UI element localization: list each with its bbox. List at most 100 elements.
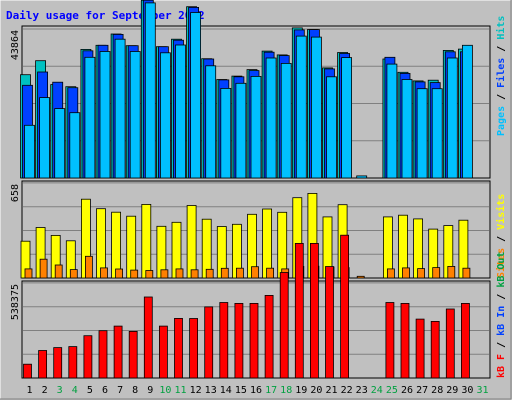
bar-kbytes-day-6 bbox=[98, 330, 108, 379]
bar-kbytes-day-18 bbox=[279, 272, 289, 379]
legend-kbf: kB F bbox=[496, 354, 507, 378]
legend-files: Files bbox=[495, 58, 507, 88]
x-tick-label-17: 17 bbox=[265, 385, 277, 396]
panel-kbytes bbox=[21, 234, 491, 379]
bar-pages-day-21 bbox=[326, 76, 337, 179]
bar-kbytes-day-10 bbox=[158, 325, 168, 379]
bar-visits-day-18 bbox=[277, 211, 288, 279]
bar-visits-day-9 bbox=[141, 203, 152, 279]
x-tick-label-6: 6 bbox=[102, 385, 108, 396]
bar-pages-day-19 bbox=[295, 35, 307, 179]
bar-pages-day-1 bbox=[24, 124, 35, 179]
legend-hits: Hits bbox=[495, 16, 507, 40]
bar-sites-day-25 bbox=[386, 268, 395, 279]
bar-pages-day-20 bbox=[310, 36, 322, 179]
x-tick-label-5: 5 bbox=[87, 385, 93, 396]
bar-kbytes-day-27 bbox=[415, 318, 425, 379]
legend-pages: Pages bbox=[496, 106, 507, 136]
bar-pages-day-18 bbox=[280, 63, 292, 179]
x-tick-label-28: 28 bbox=[431, 385, 443, 396]
bar-kbytes-day-3 bbox=[53, 347, 63, 379]
y-max-label-visits: 658 bbox=[10, 184, 21, 202]
bar-sites-day-10 bbox=[160, 269, 169, 279]
bar-kbytes-day-15 bbox=[234, 302, 244, 379]
y-max-label-hits: 43864 bbox=[10, 30, 21, 60]
bar-sites-day-11 bbox=[175, 268, 184, 279]
x-tick-label-8: 8 bbox=[132, 385, 138, 396]
bar-pages-day-25 bbox=[386, 63, 398, 179]
bar-pages-day-16 bbox=[250, 76, 262, 179]
legend-kbin: kB In bbox=[496, 306, 507, 336]
bar-kbytes-day-19 bbox=[294, 242, 304, 379]
bar-sites-day-7 bbox=[115, 268, 123, 279]
legend-hits-files-pages: Pages / Files / Hits bbox=[495, 16, 507, 136]
x-tick-label-29: 29 bbox=[446, 385, 458, 396]
bar-sites-day-5 bbox=[85, 255, 93, 279]
x-tick-label-7: 7 bbox=[117, 385, 123, 396]
bar-pages-day-28 bbox=[431, 88, 443, 179]
bar-pages-day-23 bbox=[356, 175, 368, 179]
legend-kbytes: kB F / kB In / kB Out bbox=[496, 252, 507, 378]
bar-sites-day-26 bbox=[402, 267, 410, 279]
x-tick-label-23: 23 bbox=[356, 385, 368, 396]
x-tick-label-22: 22 bbox=[341, 385, 353, 396]
bar-pages-day-17 bbox=[265, 57, 277, 179]
x-tick-label-1: 1 bbox=[26, 385, 32, 396]
bar-sites-day-23 bbox=[356, 275, 365, 279]
x-tick-label-30: 30 bbox=[461, 385, 473, 396]
bar-sites-day-1 bbox=[24, 268, 33, 279]
bar-pages-day-6 bbox=[99, 51, 111, 179]
bar-kbytes-day-14 bbox=[219, 302, 229, 379]
bar-kbytes-day-26 bbox=[400, 302, 410, 379]
bar-pages-day-13 bbox=[205, 65, 217, 179]
x-tick-label-21: 21 bbox=[325, 385, 337, 396]
bar-sites-day-9 bbox=[145, 270, 154, 279]
bar-kbytes-day-4 bbox=[68, 346, 78, 379]
x-tick-label-26: 26 bbox=[401, 385, 413, 396]
legend-visits: Visits bbox=[495, 194, 507, 230]
bar-kbytes-day-20 bbox=[309, 242, 319, 379]
x-tick-label-31: 31 bbox=[476, 385, 488, 396]
bar-pages-day-10 bbox=[159, 52, 171, 179]
bar-visits-day-17 bbox=[262, 208, 273, 279]
bar-kbytes-day-16 bbox=[249, 302, 259, 379]
bar-kbytes-day-2 bbox=[38, 350, 47, 379]
x-tick-label-9: 9 bbox=[147, 385, 153, 396]
bar-pages-day-12 bbox=[190, 12, 202, 179]
bar-kbytes-day-13 bbox=[204, 306, 214, 379]
x-tick-label-20: 20 bbox=[310, 385, 322, 396]
bar-kbytes-day-12 bbox=[189, 318, 199, 379]
bar-sites-day-14 bbox=[220, 267, 229, 279]
x-tick-label-27: 27 bbox=[416, 385, 428, 396]
x-tick-label-18: 18 bbox=[280, 385, 292, 396]
bar-pages-day-29 bbox=[446, 57, 458, 179]
legend-visits-sites: Sites / Visits bbox=[495, 194, 507, 278]
bar-kbytes-day-25 bbox=[385, 302, 395, 379]
x-tick-label-24: 24 bbox=[371, 385, 383, 396]
bar-pages-day-9 bbox=[144, 2, 156, 179]
bar-visits-day-8 bbox=[126, 215, 137, 279]
x-tick-label-3: 3 bbox=[57, 385, 63, 396]
bar-pages-day-14 bbox=[220, 88, 232, 179]
y-max-label-kbytes: 538375 bbox=[10, 284, 21, 320]
bar-kbytes-day-9 bbox=[143, 296, 153, 379]
bar-kbytes-day-29 bbox=[445, 308, 455, 379]
bar-sites-day-2 bbox=[39, 258, 48, 279]
x-axis-labels: 1 2 3 4 5 6 7 8 9 10 11 12 13 14 15 16 17 18 19 20 21 22 23 24 2… bbox=[26, 385, 488, 396]
bar-sites-day-15 bbox=[235, 267, 244, 279]
bar-pages-day-27 bbox=[416, 88, 428, 179]
bar-pages-day-2 bbox=[39, 97, 50, 179]
x-tick-label-10: 10 bbox=[159, 385, 171, 396]
bar-kbytes-day-7 bbox=[113, 325, 123, 379]
bar-sites-day-3 bbox=[54, 264, 63, 279]
bar-pages-day-5 bbox=[84, 56, 96, 179]
panel-hits bbox=[20, 0, 491, 179]
bar-kbytes-day-22 bbox=[340, 234, 350, 379]
x-tick-label-14: 14 bbox=[220, 385, 232, 396]
bar-sites-day-28 bbox=[432, 267, 441, 279]
bar-sites-day-16 bbox=[251, 266, 259, 279]
x-tick-label-19: 19 bbox=[295, 385, 307, 396]
bar-visits-day-7 bbox=[111, 211, 121, 279]
bars-hits bbox=[20, 0, 473, 179]
x-tick-label-25: 25 bbox=[386, 385, 398, 396]
